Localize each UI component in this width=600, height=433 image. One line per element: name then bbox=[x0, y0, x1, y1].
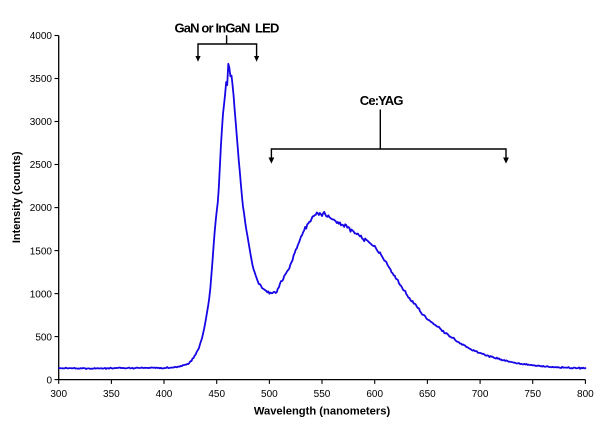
svg-text:700: 700 bbox=[472, 389, 489, 400]
svg-text:400: 400 bbox=[156, 389, 173, 400]
svg-text:3500: 3500 bbox=[30, 74, 53, 85]
svg-text:500: 500 bbox=[35, 332, 52, 343]
svg-text:0: 0 bbox=[46, 375, 52, 386]
svg-text:1500: 1500 bbox=[30, 246, 53, 257]
svg-text:650: 650 bbox=[419, 389, 436, 400]
svg-text:300: 300 bbox=[50, 389, 67, 400]
svg-text:350: 350 bbox=[103, 389, 120, 400]
svg-text:3000: 3000 bbox=[30, 117, 53, 128]
svg-text:750: 750 bbox=[524, 389, 541, 400]
svg-text:Intensity (counts): Intensity (counts) bbox=[11, 151, 23, 243]
svg-text:550: 550 bbox=[314, 389, 331, 400]
svg-text:1000: 1000 bbox=[30, 289, 53, 300]
svg-text:500: 500 bbox=[261, 389, 278, 400]
svg-text:Wavelength (nanometers): Wavelength (nanometers) bbox=[254, 406, 391, 418]
svg-text:800: 800 bbox=[577, 389, 594, 400]
svg-text:2500: 2500 bbox=[30, 160, 53, 171]
svg-text:GaN or InGaN LED: GaN or InGaN LED bbox=[174, 21, 278, 36]
svg-text:450: 450 bbox=[208, 389, 225, 400]
svg-text:4000: 4000 bbox=[30, 31, 53, 42]
svg-text:600: 600 bbox=[366, 389, 383, 400]
svg-text:Ce:YAG: Ce:YAG bbox=[360, 93, 404, 108]
svg-text:2000: 2000 bbox=[30, 203, 53, 214]
